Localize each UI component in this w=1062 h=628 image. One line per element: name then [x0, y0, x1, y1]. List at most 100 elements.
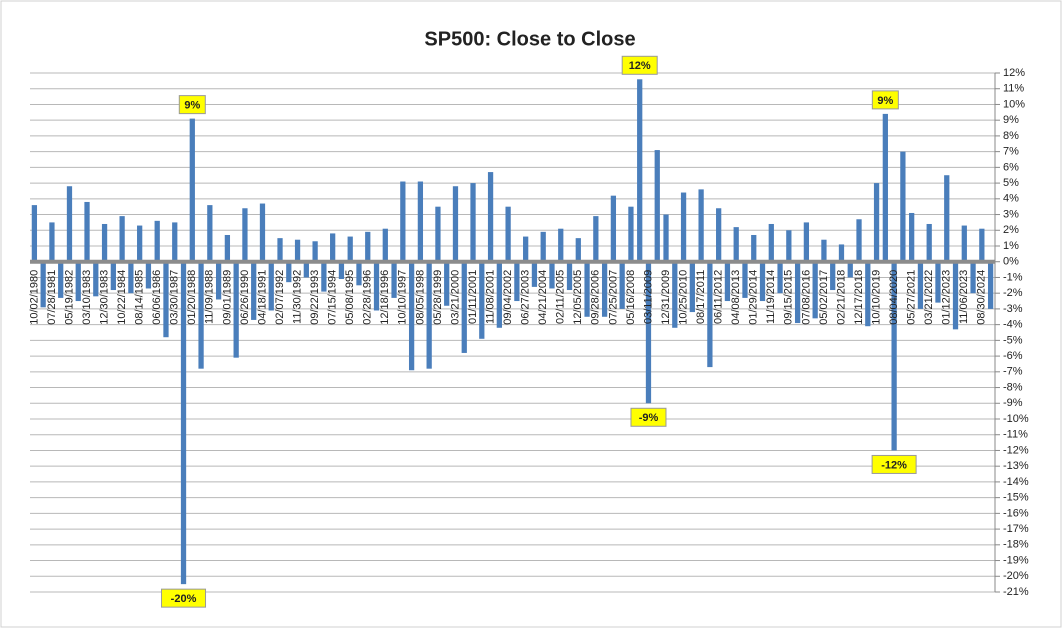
data-label: 12% [629, 60, 651, 72]
bar [101, 223, 108, 262]
bar [540, 231, 546, 262]
bar [698, 189, 704, 262]
bar [294, 239, 301, 262]
x-tick-label: 10/25/2010 [677, 270, 689, 325]
bar [523, 236, 529, 262]
bar [382, 228, 388, 262]
bar [487, 172, 494, 262]
bar [347, 236, 353, 262]
x-tick-label: 08/04/2020 [888, 270, 900, 325]
bar [909, 212, 915, 262]
bar [356, 261, 362, 286]
bar [558, 228, 564, 262]
bar [417, 181, 424, 262]
x-tick-label: 07/08/2016 [800, 270, 812, 325]
bar [619, 261, 625, 309]
bar [251, 261, 257, 320]
data-label: 9% [877, 95, 893, 107]
x-tick-label: 10/10/2019 [870, 270, 882, 325]
y-tick-label: -5% [1003, 334, 1023, 346]
bar [400, 181, 406, 262]
x-tick-label: 04/18/1991 [256, 270, 268, 325]
x-tick-label: 06/26/1990 [239, 270, 251, 325]
y-tick-label: 4% [1003, 193, 1019, 205]
bar [645, 261, 652, 404]
bar [610, 195, 617, 262]
x-tick-label: 10/10/1997 [397, 270, 409, 325]
x-tick-label: 12/31/2009 [660, 270, 672, 325]
bar [58, 261, 64, 298]
bar [444, 261, 450, 306]
bar [198, 261, 204, 369]
bar [452, 186, 459, 262]
x-tick-label: 11/30/1992 [291, 270, 303, 324]
x-tick-label: 02/28/1996 [362, 270, 374, 325]
x-tick-label: 08/17/2011 [695, 270, 707, 324]
y-tick-label: 7% [1003, 146, 1019, 158]
bar [549, 261, 555, 289]
y-tick-label: -6% [1003, 350, 1023, 362]
bar [93, 261, 99, 297]
bar [435, 206, 441, 262]
y-tick-label: -10% [1003, 413, 1029, 425]
y-tick-label: -11% [1003, 429, 1028, 441]
bar [268, 261, 274, 311]
y-tick-label: -17% [1003, 523, 1029, 535]
bar [689, 261, 695, 313]
bar [321, 261, 327, 292]
x-tick-label: 05/19/1982 [63, 270, 75, 325]
data-label-box [621, 55, 658, 75]
bar [75, 261, 81, 302]
x-tick-label: 05/02/2017 [818, 270, 830, 325]
bar [584, 261, 590, 317]
x-tick-label: 09/04/2002 [502, 270, 514, 325]
bar [312, 241, 318, 262]
x-tick-label: 01/20/1988 [186, 270, 198, 325]
bar [751, 234, 757, 262]
x-tick-label: 03/11/2009 [642, 270, 654, 324]
bar [531, 261, 538, 287]
bar [821, 239, 827, 262]
x-tick-label: 08/05/1998 [414, 270, 426, 325]
x-tick-label: 01/11/2001 [467, 270, 479, 324]
bar [137, 225, 143, 262]
bar [365, 231, 371, 262]
y-tick-label: -8% [1003, 381, 1023, 393]
bar [935, 261, 941, 303]
x-tick-label: 04/08/2013 [730, 270, 742, 325]
bar [224, 234, 231, 262]
bar [242, 208, 248, 262]
y-tick-label: 10% [1003, 98, 1025, 110]
data-label-box [871, 454, 917, 474]
bar [716, 208, 722, 262]
x-tick-label: 03/30/1987 [169, 270, 181, 325]
bar [724, 261, 731, 302]
bar [514, 261, 520, 302]
x-tick-label: 12/30/1983 [98, 270, 110, 325]
bar [461, 261, 467, 353]
data-label: 9% [184, 100, 200, 112]
bar [40, 261, 46, 308]
x-tick-label: 12/05/2005 [572, 270, 584, 325]
x-tick-label: 01/29/2014 [748, 270, 760, 325]
chart-title: SP500: Close to Close [424, 28, 635, 50]
y-tick-label: 9% [1003, 114, 1019, 126]
bar [128, 261, 134, 294]
x-tick-label: 12/17/2018 [853, 270, 865, 325]
bar [373, 261, 380, 311]
bar [891, 261, 897, 451]
bar [84, 201, 90, 262]
x-tick-label: 09/28/2006 [590, 270, 602, 325]
x-tick-label: 11/09/1988 [204, 270, 216, 324]
y-tick-label: 5% [1003, 177, 1019, 189]
x-tick-label: 07/25/2007 [607, 270, 619, 325]
data-label-box [630, 407, 667, 427]
x-tick-label: 09/15/2015 [783, 270, 795, 325]
y-tick-label: -18% [1003, 539, 1029, 551]
bar [654, 150, 660, 262]
y-tick-label: -21% [1003, 586, 1029, 598]
bar [154, 220, 160, 262]
x-tick-label: 03/10/1983 [81, 270, 93, 325]
bar [303, 261, 309, 278]
x-tick-label: 08/14/1985 [134, 270, 146, 325]
